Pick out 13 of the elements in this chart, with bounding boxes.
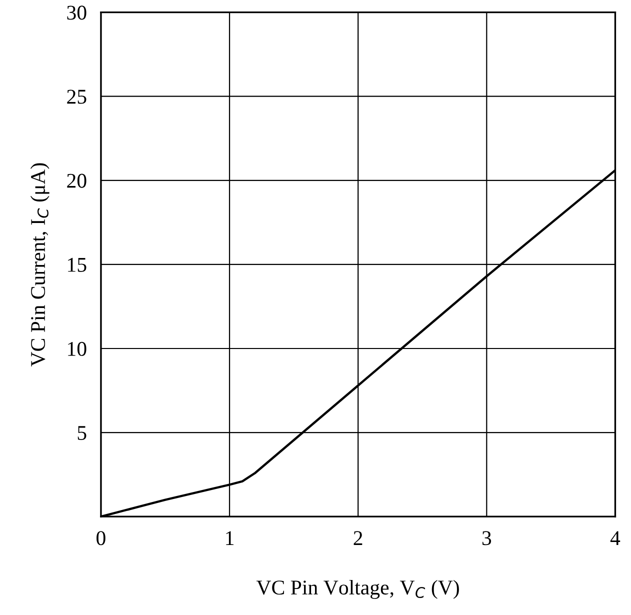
x-tick-label: 1 [226, 531, 234, 545]
x-tick-label: 4 [610, 531, 620, 545]
y-tick-label: 20 [67, 174, 86, 188]
y-tick-label: 30 [67, 6, 86, 20]
x-axis-title: VC Pin Voltage, V$_{C}$ (V) [256, 580, 459, 599]
x-tick-label: 2 [354, 531, 362, 545]
y-axis-title: VC Pin Current, I$_{C}$ (μA) [30, 163, 50, 367]
y-tick-label: 25 [67, 90, 86, 104]
y-tick-label: 10 [68, 342, 86, 356]
y-tick-label: 15 [68, 258, 86, 272]
x-tick-label: 0 [96, 531, 106, 546]
y-tick-label: 5 [78, 426, 86, 440]
x-tick-label: 3 [482, 531, 492, 546]
